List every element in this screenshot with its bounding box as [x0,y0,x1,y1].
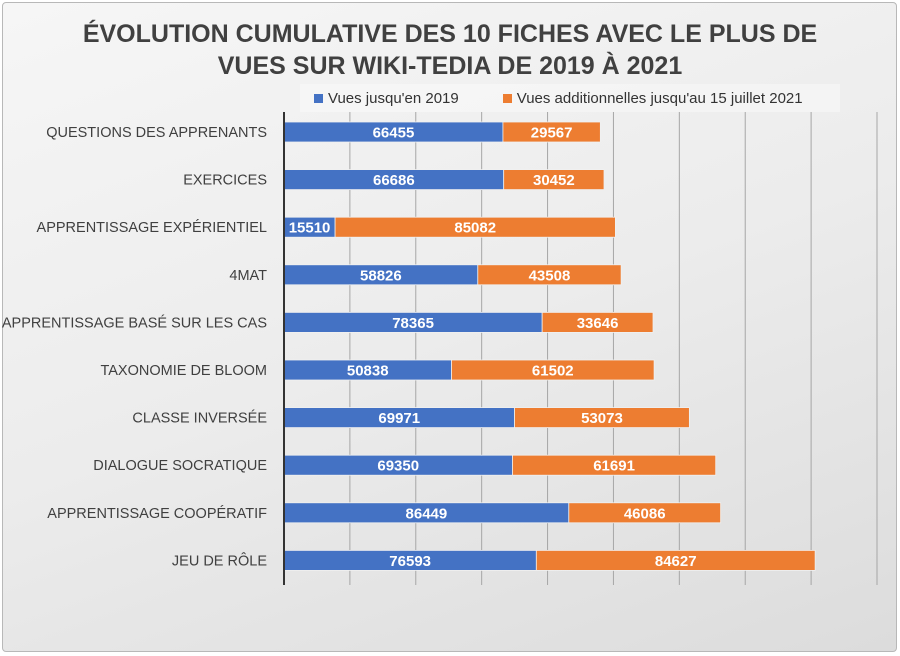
data-label: 58826 [360,267,402,284]
legend-label: Vues additionnelles jusqu'au 15 juillet … [516,89,803,107]
category-label: DIALOGUE SOCRATIQUE [93,458,267,474]
category-label: TAXONOMIE DE BLOOM [100,363,267,379]
data-label: 61502 [532,363,574,380]
legend-label: Vues jusqu'en 2019 [328,89,459,107]
legend: Vues jusqu'en 2019 Vues additionnelles j… [300,84,840,112]
legend-item-2021: Vues additionnelles jusqu'au 15 juillet … [502,89,803,107]
data-label: 46086 [624,505,666,522]
bar-2021 [512,454,717,476]
data-label: 30452 [533,172,575,189]
data-label: 66455 [373,125,415,142]
data-label: 61691 [593,458,635,475]
data-label: 66686 [373,172,415,189]
chart-title: ÉVOLUTION CUMULATIVE DES 10 FICHES AVEC … [0,18,900,82]
category-label: EXERCICES [183,173,267,189]
bar-2021 [451,359,655,381]
data-label: 76593 [389,553,431,570]
category-label: CLASSE INVERSÉE [132,410,267,427]
category-label: JEU DE RÔLE [172,552,267,569]
bar-2021 [503,169,605,191]
data-label: 43508 [529,267,571,284]
data-label: 85082 [454,220,496,237]
data-label: 29567 [531,125,573,142]
legend-swatch-orange [502,93,512,103]
data-label: 84627 [655,553,697,570]
chart-title-line-1: ÉVOLUTION CUMULATIVE DES 10 FICHES AVEC … [82,20,818,48]
category-label: QUESTIONS DES APPRENANTS [46,125,267,141]
data-label: 86449 [406,505,448,522]
category-label: APPRENTISSAGE EXPÉRIENTIEL [37,219,267,236]
legend-item-2019: Vues jusqu'en 2019 [314,90,459,107]
legend-swatch-blue [314,93,323,103]
data-label: 69350 [377,458,419,475]
data-label: 15510 [289,220,331,237]
data-label: 50838 [347,363,389,380]
bar-2021 [334,216,616,238]
category-label: APPRENTISSAGE BASÉ SUR LES CAS [2,314,267,331]
data-label: 78365 [392,315,434,332]
data-label: 53073 [581,410,623,427]
bar-2021 [535,550,816,571]
category-label: 4MAT [229,268,267,284]
bar-2021 [514,407,690,429]
chart-title-line-2: VUES SUR WIKI-TEDIA DE 2019 À 2021 [217,52,683,80]
bar-2021 [541,311,654,333]
bar-2021 [568,502,722,524]
data-label: 69971 [378,410,420,427]
category-label: APPRENTISSAGE COOPÉRATIF [47,505,267,522]
data-label: 33646 [577,315,619,332]
bar-2021 [502,121,601,143]
bar-2021 [477,264,622,286]
